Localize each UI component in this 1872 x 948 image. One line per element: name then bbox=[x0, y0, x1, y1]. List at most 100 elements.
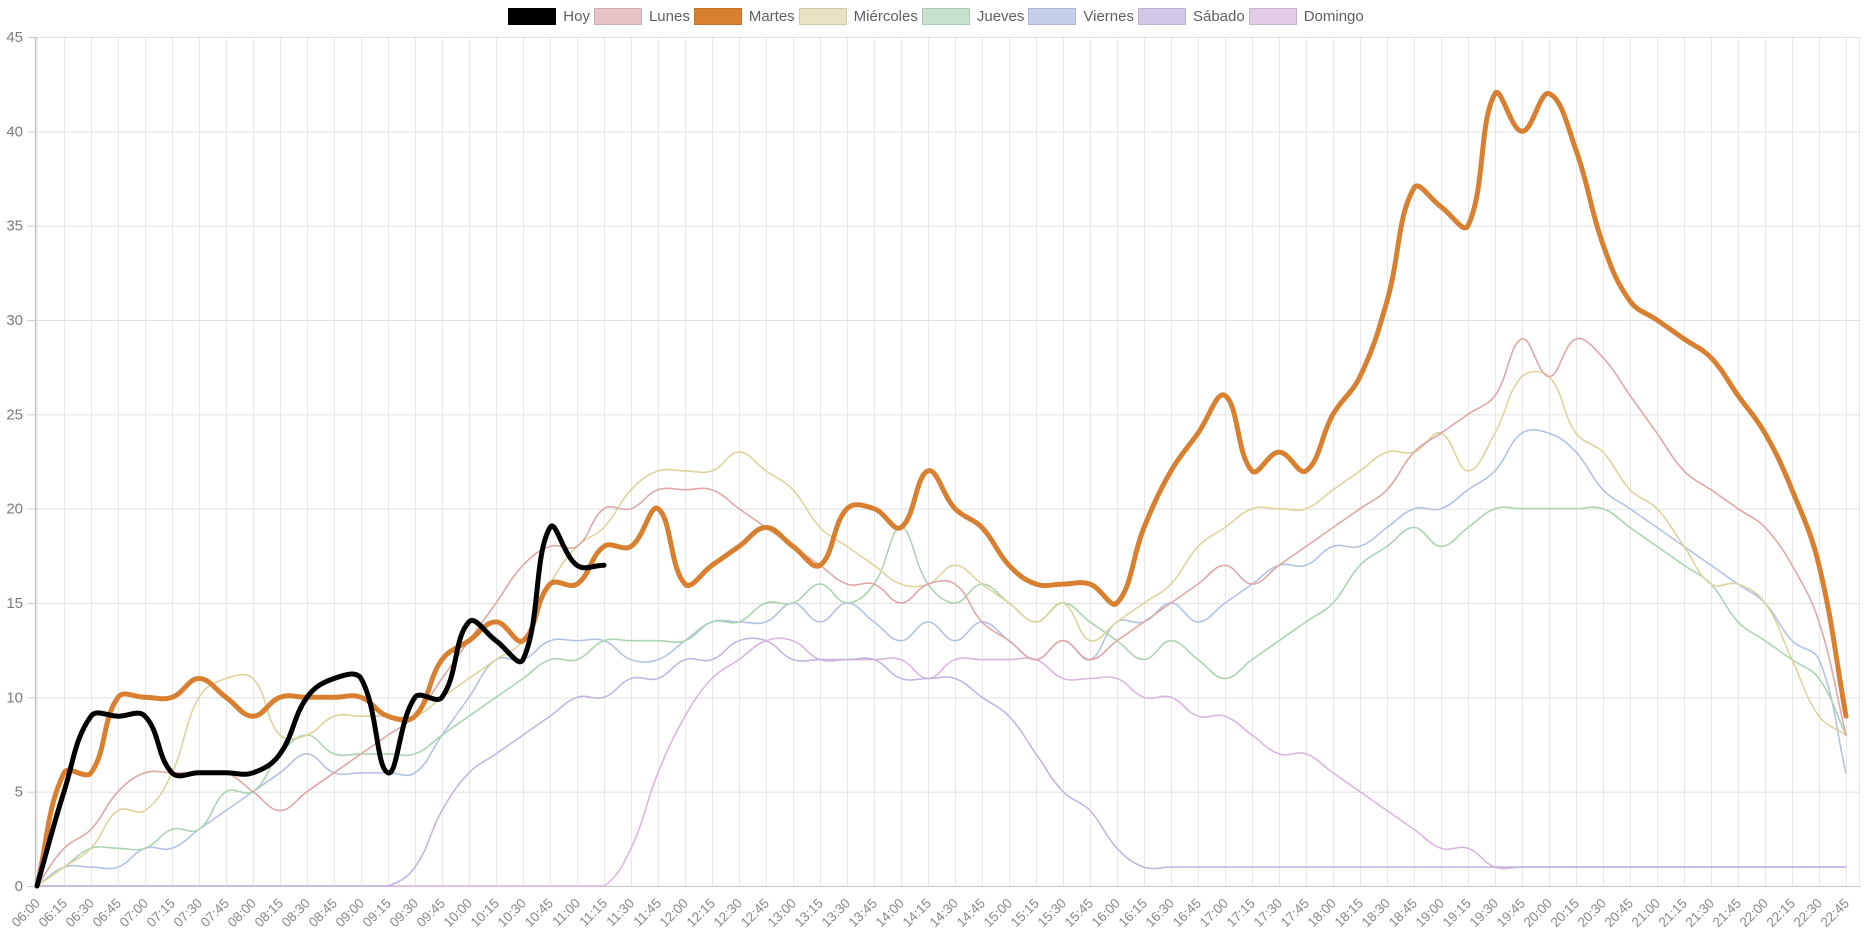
y-axis: 0 5 10 15 20 25 30 35 40 45 bbox=[6, 29, 35, 895]
x-tick-label: 15:45 bbox=[1062, 896, 1097, 931]
legend-swatch-martes bbox=[693, 8, 742, 25]
series-line-hoy bbox=[34, 523, 607, 889]
legend-label: Martes bbox=[748, 8, 795, 25]
x-tick-label: 20:15 bbox=[1548, 896, 1583, 931]
y-tick-label: 15 bbox=[6, 595, 23, 612]
series-line-sábado bbox=[36, 637, 1847, 887]
x-tick-label: 22:00 bbox=[1737, 896, 1772, 931]
x-tick-label: 20:30 bbox=[1575, 896, 1610, 931]
x-tick-label: 06:00 bbox=[9, 896, 44, 931]
x-tick-label: 07:00 bbox=[117, 896, 152, 931]
x-tick-label: 19:45 bbox=[1494, 896, 1529, 931]
series-line-miércoles bbox=[36, 370, 1847, 887]
legend-swatch-domingo bbox=[1248, 8, 1297, 25]
y-tick-label: 45 bbox=[6, 29, 23, 46]
legend-item-jueves[interactable]: Jueves bbox=[921, 7, 1025, 26]
series-line-jueves bbox=[36, 506, 1847, 887]
x-tick-label: 14:15 bbox=[900, 896, 935, 931]
x-tick-label: 12:00 bbox=[657, 896, 692, 931]
x-tick-label: 10:00 bbox=[441, 896, 476, 931]
y-tick-label: 5 bbox=[15, 784, 23, 801]
legend-label: Lunes bbox=[648, 8, 690, 25]
legend-swatch-viernes bbox=[1028, 8, 1077, 25]
x-axis: 06:0006:1506:3006:4507:0007:1507:3007:45… bbox=[9, 896, 1853, 931]
x-tick-label: 19:15 bbox=[1440, 896, 1475, 931]
x-tick-label: 18:30 bbox=[1359, 896, 1394, 931]
x-tick-label: 09:30 bbox=[387, 896, 422, 931]
y-tick-label: 20 bbox=[6, 501, 23, 518]
grid bbox=[35, 37, 1860, 887]
x-tick-label: 07:45 bbox=[198, 896, 233, 931]
legend-swatch-lunes bbox=[593, 8, 642, 25]
x-tick-label: 11:30 bbox=[603, 896, 637, 930]
x-tick-label: 18:00 bbox=[1305, 896, 1340, 931]
legend-item-hoy[interactable]: Hoy bbox=[508, 7, 590, 26]
x-tick-label: 21:30 bbox=[1683, 896, 1718, 931]
x-tick-label: 21:15 bbox=[1656, 896, 1691, 931]
x-tick-label: 06:15 bbox=[36, 896, 71, 931]
legend-label: Viernes bbox=[1083, 8, 1134, 25]
legend-swatch-jueves bbox=[921, 8, 970, 25]
x-tick-label: 15:00 bbox=[981, 896, 1016, 931]
x-tick-label: 09:45 bbox=[414, 896, 449, 931]
x-tick-label: 19:00 bbox=[1413, 896, 1448, 931]
x-tick-label: 10:45 bbox=[522, 896, 557, 931]
legend-label: Miércoles bbox=[853, 8, 918, 25]
y-tick-label: 40 bbox=[6, 123, 23, 140]
legend-label: Domingo bbox=[1303, 8, 1364, 25]
series-line-martes bbox=[34, 89, 1849, 889]
legend-item-domingo[interactable]: Domingo bbox=[1248, 7, 1364, 26]
x-tick-label: 21:00 bbox=[1629, 896, 1664, 931]
series-line-domingo bbox=[36, 637, 1847, 887]
x-tick-label: 11:15 bbox=[576, 896, 610, 930]
legend-label: Jueves bbox=[976, 8, 1025, 25]
x-tick-label: 10:30 bbox=[495, 896, 530, 931]
x-tick-label: 13:45 bbox=[846, 896, 881, 931]
x-tick-label: 12:15 bbox=[684, 896, 719, 931]
legend-swatch-sábado bbox=[1137, 8, 1186, 25]
legend-swatch-miércoles bbox=[798, 8, 847, 25]
x-tick-label: 09:15 bbox=[360, 896, 395, 931]
x-tick-label: 20:00 bbox=[1521, 896, 1556, 931]
x-tick-label: 16:30 bbox=[1143, 896, 1178, 931]
x-tick-label: 12:45 bbox=[738, 896, 773, 931]
x-tick-label: 17:15 bbox=[1224, 896, 1259, 931]
x-tick-label: 17:30 bbox=[1251, 896, 1286, 931]
x-tick-label: 14:30 bbox=[927, 896, 962, 931]
x-tick-label: 17:45 bbox=[1278, 896, 1313, 931]
legend-item-martes[interactable]: Martes bbox=[693, 7, 795, 26]
legend-item-miércoles[interactable]: Miércoles bbox=[798, 7, 918, 26]
legend-item-viernes[interactable]: Viernes bbox=[1028, 7, 1134, 26]
legend-label: Sábado bbox=[1192, 8, 1245, 25]
x-tick-label: 22:30 bbox=[1791, 896, 1826, 931]
x-tick-label: 17:00 bbox=[1197, 896, 1232, 931]
x-tick-label: 18:15 bbox=[1332, 896, 1367, 931]
x-tick-label: 16:00 bbox=[1089, 896, 1124, 931]
chart-legend: Hoy Lunes Martes Miércoles Jueves Viernes Sába… bbox=[0, 7, 1872, 26]
x-tick-label: 20:45 bbox=[1602, 896, 1637, 931]
series-lines bbox=[34, 89, 1849, 889]
x-tick-label: 08:00 bbox=[225, 896, 260, 931]
x-tick-label: 21:45 bbox=[1710, 896, 1745, 931]
y-tick-label: 35 bbox=[6, 218, 23, 235]
y-tick-label: 10 bbox=[6, 689, 23, 706]
x-tick-label: 13:15 bbox=[792, 896, 827, 931]
x-tick-label: 19:30 bbox=[1467, 896, 1502, 931]
series-line-lunes bbox=[36, 337, 1847, 887]
x-tick-label: 18:45 bbox=[1386, 896, 1421, 931]
y-tick-label: 25 bbox=[6, 406, 23, 423]
x-tick-label: 16:45 bbox=[1170, 896, 1205, 931]
legend-item-lunes[interactable]: Lunes bbox=[593, 7, 690, 26]
x-tick-label: 14:45 bbox=[954, 896, 989, 931]
legend-item-sábado[interactable]: Sábado bbox=[1137, 7, 1245, 26]
x-tick-label: 15:30 bbox=[1035, 896, 1070, 931]
x-tick-label: 09:00 bbox=[333, 896, 368, 931]
x-tick-label: 08:15 bbox=[252, 896, 287, 931]
x-tick-label: 14:00 bbox=[873, 896, 908, 931]
x-tick-label: 06:30 bbox=[63, 896, 98, 931]
x-tick-label: 06:45 bbox=[90, 896, 125, 931]
x-tick-label: 16:15 bbox=[1116, 896, 1151, 931]
x-tick-label: 08:30 bbox=[279, 896, 314, 931]
